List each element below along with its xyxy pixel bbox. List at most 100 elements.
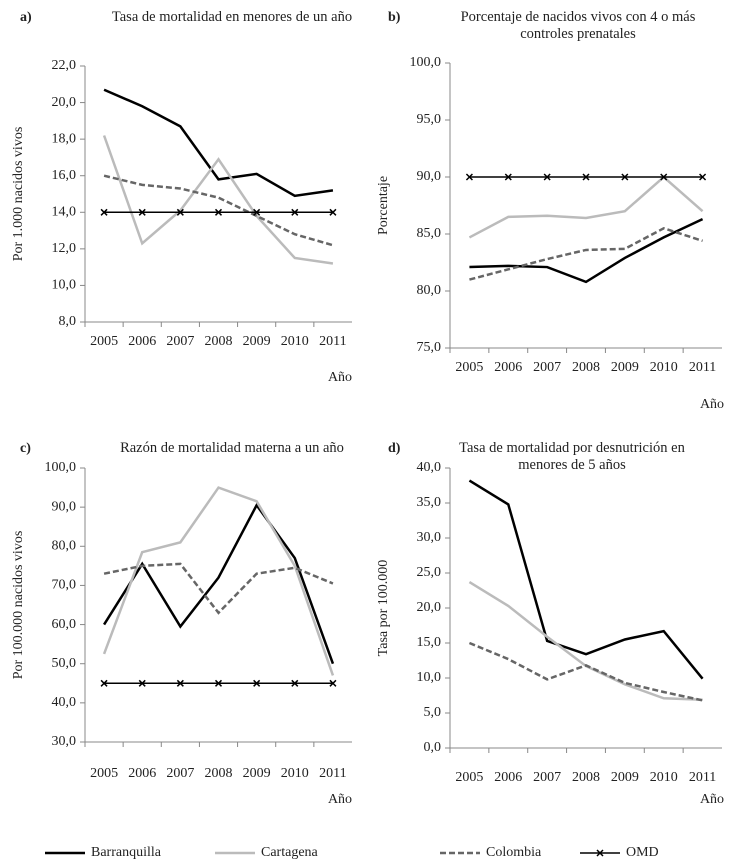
x-tick-label: 2010	[650, 770, 678, 785]
x-tick-label: 2006	[494, 360, 522, 375]
panel: c) Razón de mortalidad materna a un año Po…	[11, 440, 352, 807]
y-tick-label: 95,0	[417, 112, 442, 127]
y-tick-label: 15,0	[417, 635, 442, 650]
y-tick-label: 90,0	[417, 169, 442, 184]
x-tick-label: 2005	[455, 770, 483, 785]
x-tick-label: 2007	[166, 766, 194, 781]
x-tick-label: 2006	[494, 770, 522, 785]
y-tick-label: 20,0	[417, 600, 442, 615]
marker	[138, 208, 146, 216]
series-line	[468, 175, 704, 239]
series-line	[468, 479, 704, 680]
x-tick-label: 2006	[128, 766, 156, 781]
panel: a) Tasa de mortalidad en menores de un añ…	[11, 9, 352, 385]
x-tick-label: 2009	[611, 770, 639, 785]
y-tick-label: 8,0	[59, 314, 77, 329]
x-tick-label: 2005	[90, 334, 118, 349]
marker	[214, 679, 223, 687]
marker	[253, 208, 261, 216]
y-tick-label: 14,0	[52, 205, 77, 220]
marker	[329, 208, 337, 216]
x-axis-label: Año	[700, 792, 724, 807]
series-line	[469, 226, 703, 281]
chart-title: Tasa de mortalidad en menores de un año	[112, 9, 352, 25]
x-tick-label: 2011	[319, 766, 346, 781]
panel-label: d)	[388, 441, 401, 456]
marker	[543, 173, 551, 181]
marker	[291, 208, 299, 216]
y-tick-label: 25,0	[417, 565, 442, 580]
marker	[100, 679, 108, 687]
legend-label: Cartagena	[261, 845, 319, 860]
marker	[504, 173, 512, 181]
panel: b) Porcentaje de nacidos vivos con 4 o má…	[376, 9, 724, 412]
x-tick-label: 2007	[533, 360, 561, 375]
x-tick-label: 2010	[650, 360, 678, 375]
marker	[621, 173, 629, 181]
y-tick-label: 10,0	[52, 278, 77, 293]
legend-marker	[596, 849, 604, 857]
y-tick-label: 100,0	[410, 55, 442, 70]
y-tick-label: 30,0	[52, 734, 77, 749]
y-tick-label: 5,0	[424, 705, 442, 720]
marker	[138, 679, 146, 687]
chart-title: Tasa de mortalidad por desnutrición en me…	[459, 440, 685, 473]
x-tick-label: 2011	[689, 770, 716, 785]
panel-label: a)	[20, 10, 32, 25]
x-tick-label: 2005	[455, 360, 483, 375]
series-line	[102, 486, 335, 676]
marker	[660, 173, 668, 181]
y-axis-label: Porcentaje	[376, 176, 391, 235]
y-tick-label: 10,0	[417, 670, 442, 685]
y-tick-label: 12,0	[52, 241, 77, 256]
x-axis-label: Año	[328, 370, 352, 385]
series-line	[103, 88, 334, 198]
y-tick-label: 100,0	[45, 460, 77, 475]
series-line	[468, 641, 703, 702]
legend: Barranquilla Cartagena Colombia OMD	[45, 845, 659, 860]
y-tick-label: 20,0	[52, 95, 77, 110]
panel: d) Tasa de mortalidad por desnutrición en…	[376, 440, 724, 807]
y-tick-label: 30,0	[417, 530, 442, 545]
marker	[291, 679, 299, 687]
y-tick-label: 90,0	[52, 499, 77, 514]
x-tick-label: 2009	[243, 334, 271, 349]
legend-label: OMD	[626, 845, 659, 860]
series-line	[102, 135, 334, 265]
x-axis-label: Año	[700, 397, 724, 412]
marker	[329, 679, 337, 687]
y-tick-label: 0,0	[424, 740, 442, 755]
y-tick-label: 75,0	[417, 340, 442, 355]
y-tick-label: 40,0	[417, 460, 442, 475]
series-line	[103, 174, 334, 247]
y-tick-label: 18,0	[52, 131, 77, 146]
chart-title: Porcentaje de nacidos vivos con 4 o más c…	[461, 9, 696, 42]
x-tick-label: 2008	[205, 766, 233, 781]
x-tick-label: 2011	[689, 360, 716, 375]
y-tick-label: 16,0	[52, 168, 77, 183]
x-tick-label: 2010	[281, 766, 309, 781]
x-tick-label: 2006	[128, 334, 156, 349]
x-tick-label: 2010	[281, 334, 309, 349]
y-axis-label: Tasa por 100.000	[376, 560, 391, 657]
y-tick-label: 85,0	[417, 226, 442, 241]
marker	[253, 679, 261, 687]
y-axis-label: Por 1.000 nacidos vivos	[11, 127, 26, 262]
marker	[100, 208, 108, 216]
x-tick-label: 2007	[533, 770, 561, 785]
legend-label: Barranquilla	[91, 845, 162, 860]
marker	[699, 173, 707, 181]
marker	[176, 679, 184, 687]
marker	[582, 173, 590, 181]
y-tick-label: 35,0	[417, 495, 442, 510]
y-axis-label: Por 100.000 nacidos vivos	[11, 531, 26, 680]
series-line	[469, 218, 704, 284]
panel-label: c)	[20, 441, 31, 456]
x-tick-label: 2007	[166, 334, 194, 349]
marker	[176, 208, 184, 216]
x-tick-label: 2011	[319, 334, 346, 349]
y-tick-label: 70,0	[52, 578, 77, 593]
series-line	[468, 581, 703, 701]
x-tick-label: 2008	[572, 360, 600, 375]
